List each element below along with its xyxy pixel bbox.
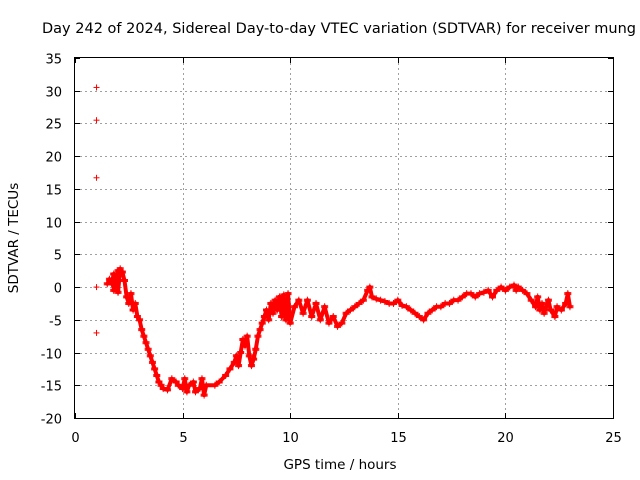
y-tick-label-30: 30 xyxy=(45,86,62,101)
data-points xyxy=(93,84,574,399)
x-tick-label-25: 25 xyxy=(605,431,622,446)
trace-segment xyxy=(236,350,243,368)
x-axis-label: GPS time / hours xyxy=(283,457,396,473)
y-tick-label--10: -10 xyxy=(41,348,62,363)
grid-lines xyxy=(75,58,613,418)
plot-frame xyxy=(74,57,614,419)
x-tick-label-0: 0 xyxy=(71,431,79,446)
data-point xyxy=(93,329,100,336)
y-tick-label--20: -20 xyxy=(41,413,62,428)
trace-segment xyxy=(122,278,129,299)
y-tick-label-35: 35 xyxy=(45,53,62,68)
y-tick-label-5: 5 xyxy=(54,249,62,264)
x-axis-ticks: 0 5 10 15 20 25 xyxy=(71,58,622,446)
x-tick-label-20: 20 xyxy=(497,431,514,446)
trace-segment xyxy=(565,291,572,309)
x-tick-label-5: 5 xyxy=(179,431,187,446)
y-tick-label-20: 20 xyxy=(45,151,62,166)
data-point xyxy=(93,117,100,124)
data-point xyxy=(93,174,100,181)
y-tick-label-15: 15 xyxy=(45,184,62,199)
trace-segment xyxy=(288,304,297,326)
y-axis-ticks: -20 -15 -10 -5 0 5 10 15 20 25 30 35 xyxy=(41,53,613,428)
x-tick-label-10: 10 xyxy=(282,431,299,446)
data-point xyxy=(93,84,100,91)
trace-segment xyxy=(133,301,140,319)
y-tick-label--15: -15 xyxy=(41,380,62,395)
y-tick-label-25: 25 xyxy=(45,118,62,133)
trace-segment xyxy=(253,334,260,352)
y-tick-label--5: -5 xyxy=(49,315,62,330)
x-tick-label-15: 15 xyxy=(390,431,407,446)
chart-title: Day 242 of 2024, Sidereal Day-to-day VTE… xyxy=(42,21,636,37)
trace-segment xyxy=(116,266,123,295)
y-axis-label: SDTVAR / TECUs xyxy=(6,183,22,293)
trace-segment xyxy=(322,304,331,326)
y-tick-label-0: 0 xyxy=(54,282,62,297)
y-tick-label-10: 10 xyxy=(45,217,62,232)
trace-segment xyxy=(245,334,252,358)
data-point xyxy=(93,284,100,291)
